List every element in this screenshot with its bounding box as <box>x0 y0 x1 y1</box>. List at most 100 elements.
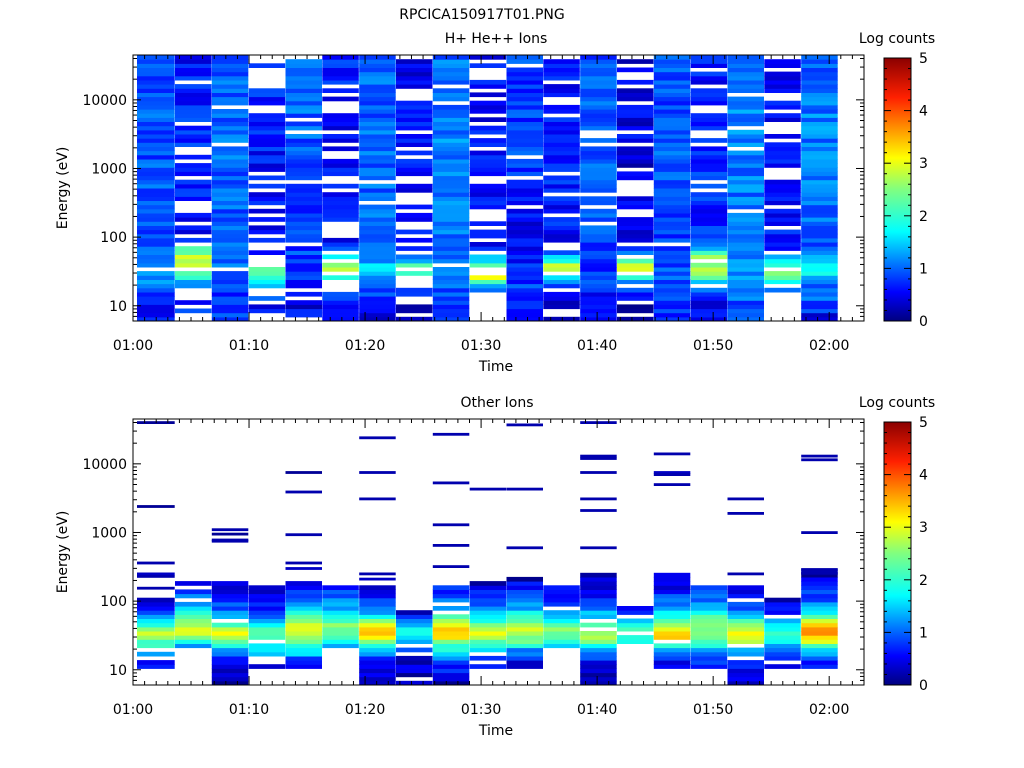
heatmap-cell <box>727 267 764 272</box>
heatmap-cell <box>801 96 838 102</box>
heatmap-cell <box>801 167 838 172</box>
heatmap-cell <box>580 55 617 60</box>
heatmap-cell <box>653 246 691 251</box>
heatmap-cell <box>690 618 728 624</box>
heatmap-cell <box>727 100 764 106</box>
heatmap-cell <box>322 585 359 590</box>
heatmap-cell <box>543 614 580 619</box>
heatmap-cell <box>469 192 507 197</box>
heatmap-cell <box>211 200 249 206</box>
heatmap-line <box>432 432 470 436</box>
heatmap-cell <box>764 246 801 251</box>
heatmap-cell <box>617 196 654 201</box>
heatmap-cell <box>653 576 691 582</box>
heatmap-cell <box>690 175 728 181</box>
heatmap-cell <box>801 250 838 255</box>
heatmap-cell <box>432 631 470 636</box>
heatmap-cell <box>211 655 249 661</box>
heatmap-line <box>285 561 322 565</box>
heatmap-cell <box>211 631 249 636</box>
heatmap-cell <box>359 246 396 251</box>
heatmap-cell <box>801 59 838 64</box>
heatmap-cell <box>506 142 543 147</box>
heatmap-cell <box>543 626 580 632</box>
heatmap-cell <box>396 664 433 669</box>
heatmap-cell <box>727 589 764 595</box>
heatmap-cell <box>801 572 838 578</box>
heatmap-cell <box>137 283 175 289</box>
heatmap-cell <box>285 618 322 624</box>
heatmap-cell <box>137 614 175 619</box>
heatmap-cell <box>175 142 212 147</box>
heatmap-cell <box>322 275 359 280</box>
heatmap-cell <box>764 212 801 218</box>
heatmap-cell <box>211 138 249 143</box>
heatmap-cell <box>801 100 838 106</box>
heatmap-cell <box>727 606 764 611</box>
heatmap-cell <box>248 217 286 222</box>
heatmap-cell <box>506 104 543 110</box>
heatmap-cell <box>248 597 286 603</box>
heatmap-cell <box>580 179 617 185</box>
heatmap-cell <box>396 647 433 653</box>
heatmap-cell <box>285 601 322 607</box>
heatmap-cell <box>211 296 249 301</box>
heatmap-cell <box>690 100 728 106</box>
heatmap-cell <box>175 300 212 305</box>
x-tick-label: 01:40 <box>577 338 617 354</box>
heatmap-cell <box>432 676 470 682</box>
heatmap-cell <box>322 316 359 322</box>
heatmap-cell <box>801 614 838 619</box>
heatmap-cell <box>653 167 691 172</box>
heatmap-cell <box>543 279 580 285</box>
heatmap-cell <box>653 200 691 206</box>
heatmap-cell <box>801 643 838 649</box>
heatmap-cell <box>690 117 728 122</box>
heatmap-cell <box>653 88 691 93</box>
heatmap-cell <box>248 237 286 243</box>
heatmap-cell <box>653 100 691 106</box>
heatmap-line <box>359 577 396 581</box>
heatmap-cell <box>653 267 691 272</box>
heatmap-line <box>137 572 175 576</box>
colorbar-tick-label: 2 <box>919 209 928 225</box>
heatmap-cell <box>137 163 175 168</box>
heatmap-cell <box>690 250 728 255</box>
heatmap-cell <box>764 622 801 628</box>
heatmap-cell <box>580 267 617 272</box>
panel-title: Other Ions <box>460 395 533 411</box>
heatmap-cell <box>506 129 543 135</box>
heatmap-cell <box>175 67 212 73</box>
heatmap-cell <box>801 316 838 322</box>
heatmap-line <box>432 544 470 547</box>
heatmap-cell <box>396 71 433 77</box>
heatmap-cell <box>543 71 580 77</box>
heatmap-cell <box>248 626 286 632</box>
heatmap-cell <box>543 635 580 640</box>
heatmap-cell <box>396 618 433 624</box>
heatmap-cell <box>322 192 359 197</box>
heatmap-cell <box>137 192 175 197</box>
heatmap-cell <box>432 142 470 147</box>
heatmap-cell <box>801 275 838 280</box>
heatmap-cell <box>285 121 322 127</box>
heatmap-cell <box>285 171 322 177</box>
heatmap-cell <box>175 626 212 632</box>
heatmap-cell <box>175 279 212 285</box>
heatmap-cell <box>543 204 580 210</box>
heatmap-cell <box>617 296 654 301</box>
heatmap-cell <box>580 138 617 143</box>
heatmap-cell <box>211 92 249 98</box>
heatmap-cell <box>285 279 322 285</box>
x-axis: 01:00 01:10 01:20 01:30 01:40 01:50 02:00 <box>113 55 865 354</box>
heatmap-cell <box>727 121 764 127</box>
heatmap-cell <box>322 158 359 164</box>
heatmap-cell <box>285 113 322 118</box>
heatmap-cell <box>653 610 691 615</box>
heatmap-cell <box>359 92 396 98</box>
heatmap-cell <box>764 196 801 201</box>
heatmap-cell <box>653 59 691 64</box>
heatmap-cell <box>285 631 322 636</box>
heatmap-cell <box>432 163 470 168</box>
heatmap-cell <box>432 192 470 197</box>
